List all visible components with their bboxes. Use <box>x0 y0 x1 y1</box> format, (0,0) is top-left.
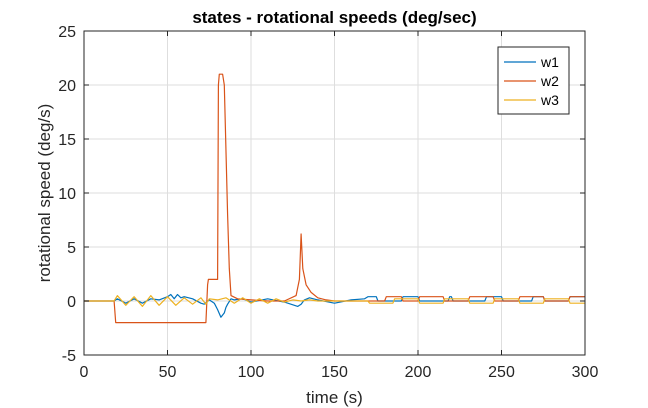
y-tick-label: 10 <box>58 186 76 203</box>
x-tick-label: 0 <box>80 364 89 381</box>
x-axis-label: time (s) <box>306 388 363 407</box>
x-tick-label: 100 <box>238 364 265 381</box>
series-line-w2 <box>84 73 585 324</box>
y-tick-label: -5 <box>62 348 76 365</box>
series-line-w1 <box>84 293 585 318</box>
y-tick-label: 20 <box>58 78 76 95</box>
y-tick-label: 0 <box>67 294 76 311</box>
series-line-w3 <box>84 295 585 307</box>
chart-title: states - rotational speeds (deg/sec) <box>192 8 476 27</box>
y-tick-label: 15 <box>58 132 76 149</box>
legend-label-w1: w1 <box>540 54 559 70</box>
x-tick-label: 150 <box>321 364 348 381</box>
y-tick-label: 5 <box>67 240 76 257</box>
legend: w1 w2 w3 <box>497 46 570 115</box>
x-tick-label: 200 <box>405 364 432 381</box>
x-tick-label: 300 <box>572 364 599 381</box>
x-tick-label: 250 <box>488 364 515 381</box>
series-group <box>84 73 585 324</box>
x-tick-label: 50 <box>159 364 177 381</box>
legend-label-w2: w2 <box>540 73 559 89</box>
y-axis-label: rotational speed (deg/s) <box>35 104 54 283</box>
y-tick-label: 25 <box>58 24 76 41</box>
legend-label-w3: w3 <box>540 92 559 108</box>
